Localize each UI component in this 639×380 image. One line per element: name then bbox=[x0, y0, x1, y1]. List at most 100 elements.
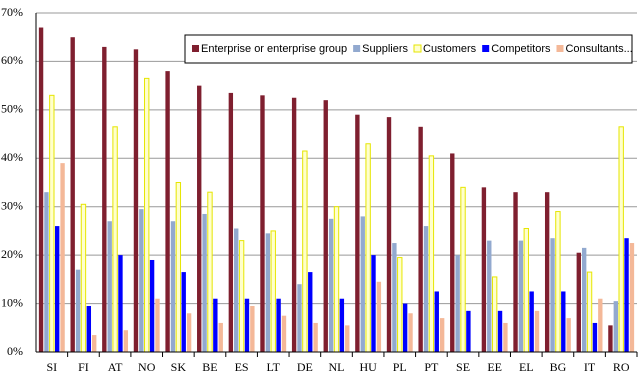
bar bbox=[434, 291, 439, 352]
bar bbox=[139, 209, 144, 352]
bar bbox=[218, 322, 223, 352]
legend-label: Enterprise or enterprise group bbox=[201, 43, 347, 55]
bar bbox=[92, 335, 97, 352]
bar bbox=[276, 298, 281, 352]
bar bbox=[107, 221, 112, 352]
bar bbox=[333, 206, 340, 353]
legend-label: Customers bbox=[423, 43, 477, 55]
bar bbox=[423, 226, 429, 352]
legend-swatch bbox=[482, 45, 490, 52]
bar bbox=[592, 322, 598, 352]
bar bbox=[144, 77, 150, 353]
x-tick-label: BE bbox=[202, 360, 217, 374]
legend-swatch bbox=[192, 45, 199, 52]
bar bbox=[608, 325, 613, 352]
bar bbox=[581, 247, 587, 352]
bar bbox=[228, 92, 234, 353]
bar bbox=[149, 259, 155, 352]
bar bbox=[450, 153, 455, 352]
legend: Enterprise or enterprise group Suppliers C… bbox=[184, 34, 633, 64]
bar bbox=[598, 298, 603, 352]
bar bbox=[38, 27, 44, 353]
bar bbox=[181, 272, 186, 352]
x-tick-label: FI bbox=[78, 360, 89, 374]
x-tick-label: SE bbox=[456, 360, 470, 374]
bar bbox=[86, 305, 92, 352]
bar bbox=[133, 49, 139, 352]
x-tick-label: PL bbox=[393, 360, 407, 374]
bar bbox=[70, 37, 75, 352]
bar bbox=[624, 238, 629, 352]
bar bbox=[629, 243, 635, 352]
bar bbox=[481, 187, 487, 352]
bar bbox=[392, 243, 397, 352]
y-tick-label: 0% bbox=[7, 344, 23, 358]
y-tick-label: 10% bbox=[1, 295, 23, 309]
legend-label: Competitors bbox=[491, 43, 551, 55]
bar bbox=[360, 216, 365, 352]
x-tick-label: IT bbox=[584, 360, 596, 374]
bar bbox=[402, 303, 408, 352]
y-tick-label: 50% bbox=[1, 102, 23, 116]
bar bbox=[155, 298, 160, 352]
bar bbox=[386, 117, 392, 352]
bar bbox=[123, 330, 129, 352]
bar bbox=[487, 240, 492, 352]
bar bbox=[55, 226, 60, 352]
bar bbox=[550, 238, 555, 352]
bar bbox=[497, 310, 503, 352]
x-tick-label: BG bbox=[550, 360, 567, 374]
x-tick-label: DE bbox=[297, 360, 313, 374]
x-tick-label: ES bbox=[235, 360, 249, 374]
bar bbox=[308, 272, 313, 352]
x-tick-label: AT bbox=[108, 360, 123, 374]
bar bbox=[376, 281, 382, 352]
bar bbox=[281, 315, 287, 352]
bar bbox=[323, 100, 328, 353]
bar bbox=[291, 97, 297, 352]
bar bbox=[544, 192, 550, 352]
y-tick-label: 30% bbox=[1, 198, 23, 212]
bar bbox=[234, 228, 239, 352]
bar bbox=[466, 310, 471, 352]
bar bbox=[428, 155, 435, 353]
y-tick-label: 60% bbox=[1, 53, 23, 67]
bar bbox=[523, 228, 529, 353]
bar bbox=[408, 313, 413, 352]
x-tick-label: PT bbox=[424, 360, 439, 374]
bar bbox=[513, 192, 518, 352]
x-tick-label: RO bbox=[613, 360, 630, 374]
bar bbox=[313, 322, 318, 352]
bar bbox=[49, 94, 55, 353]
bar bbox=[197, 85, 202, 353]
legend-swatch bbox=[413, 44, 422, 53]
bar bbox=[244, 298, 250, 352]
bar bbox=[491, 276, 498, 353]
bar bbox=[618, 126, 624, 353]
x-tick-label: NO bbox=[138, 360, 156, 374]
y-tick-label: 70% bbox=[1, 5, 23, 19]
bar bbox=[365, 143, 371, 353]
bar bbox=[112, 126, 118, 353]
legend-swatch bbox=[556, 45, 564, 52]
x-tick-label: EE bbox=[487, 360, 502, 374]
bar bbox=[534, 310, 540, 352]
bar bbox=[265, 233, 271, 352]
bar bbox=[165, 71, 170, 352]
bar bbox=[371, 255, 376, 352]
bar bbox=[439, 318, 445, 352]
bar bbox=[555, 211, 561, 353]
legend-label: Suppliers bbox=[362, 43, 408, 55]
bar bbox=[118, 255, 123, 352]
bar bbox=[60, 163, 65, 352]
bar bbox=[418, 126, 423, 352]
bar bbox=[561, 291, 566, 352]
bar bbox=[503, 322, 508, 352]
bar bbox=[102, 46, 107, 353]
bar bbox=[302, 150, 308, 353]
bar bbox=[460, 186, 466, 353]
bar bbox=[75, 269, 81, 352]
bar bbox=[339, 298, 345, 352]
bar bbox=[355, 114, 360, 352]
bar bbox=[455, 255, 460, 352]
